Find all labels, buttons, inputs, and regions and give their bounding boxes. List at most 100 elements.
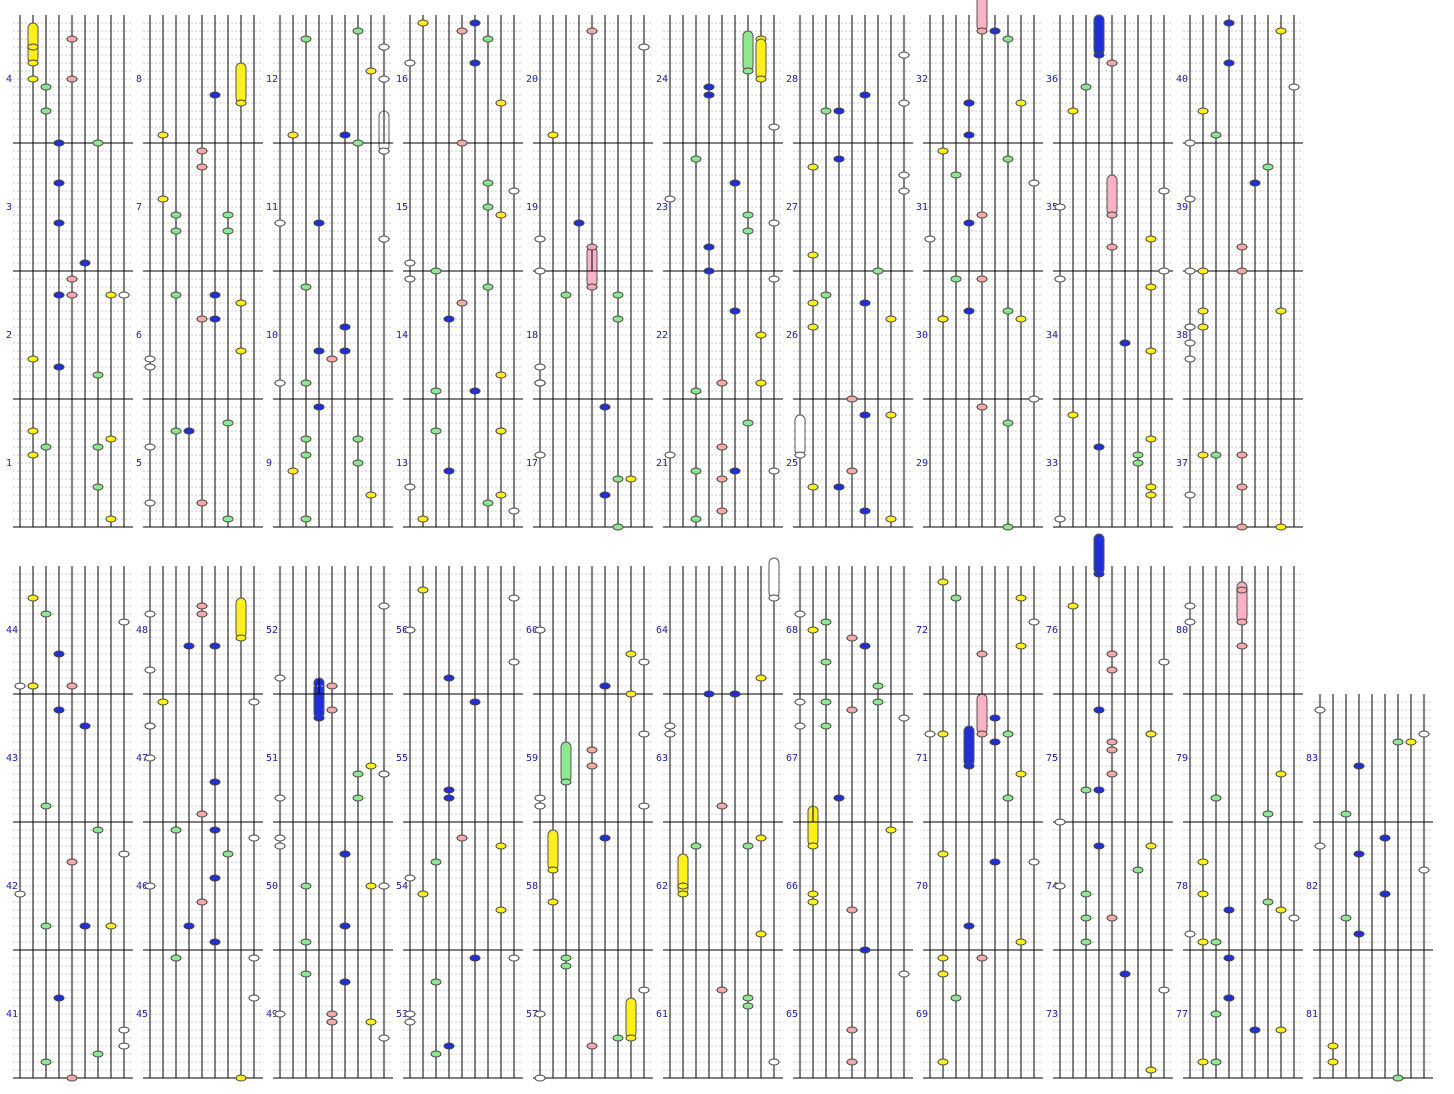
note — [274, 674, 286, 682]
note — [53, 179, 65, 187]
note — [716, 475, 728, 483]
note — [144, 610, 156, 618]
note — [144, 722, 156, 730]
note — [1106, 738, 1118, 746]
note — [352, 770, 364, 778]
note — [443, 786, 455, 794]
note — [209, 91, 221, 99]
note — [339, 323, 351, 331]
note — [1288, 83, 1300, 91]
note — [716, 443, 728, 451]
note — [976, 27, 988, 35]
note — [820, 722, 832, 730]
note — [404, 275, 416, 283]
measure-number: 72 — [916, 625, 928, 636]
note — [326, 355, 338, 363]
note — [703, 83, 715, 91]
note — [27, 355, 39, 363]
note — [1210, 794, 1222, 802]
note — [833, 107, 845, 115]
note — [534, 626, 546, 634]
note — [872, 698, 884, 706]
note — [1132, 451, 1144, 459]
note — [300, 379, 312, 387]
note — [755, 331, 767, 339]
note — [183, 427, 195, 435]
note — [1093, 706, 1105, 714]
measure-number: 7 — [136, 202, 142, 213]
note — [1145, 730, 1157, 738]
measure-number: 31 — [916, 202, 928, 213]
measure-number: 35 — [1046, 202, 1058, 213]
note — [66, 682, 78, 690]
note — [40, 107, 52, 115]
note — [378, 147, 390, 155]
note — [1197, 107, 1209, 115]
measure-number: 44 — [6, 625, 18, 636]
note — [1184, 602, 1196, 610]
note — [937, 730, 949, 738]
note — [443, 1042, 455, 1050]
measure-number: 80 — [1176, 625, 1188, 636]
note — [209, 315, 221, 323]
note — [1015, 594, 1027, 602]
measure-number: 25 — [786, 458, 798, 469]
measure-number: 13 — [396, 458, 408, 469]
note — [40, 443, 52, 451]
measure-number: 64 — [656, 625, 668, 636]
note — [209, 778, 221, 786]
note — [690, 387, 702, 395]
measure-number: 28 — [786, 74, 798, 85]
note — [378, 602, 390, 610]
note — [1184, 339, 1196, 347]
note — [1340, 810, 1352, 818]
note — [1119, 970, 1131, 978]
measure-number: 4 — [6, 74, 12, 85]
note — [1275, 27, 1287, 35]
note — [40, 802, 52, 810]
note — [1028, 179, 1040, 187]
note — [248, 994, 260, 1002]
note — [625, 690, 637, 698]
note — [313, 403, 325, 411]
note — [1028, 395, 1040, 403]
note — [586, 283, 598, 291]
note — [859, 946, 871, 954]
measure-number: 16 — [396, 74, 408, 85]
note — [53, 139, 65, 147]
note — [729, 307, 741, 315]
note — [1002, 730, 1014, 738]
note — [937, 315, 949, 323]
note — [755, 674, 767, 682]
note — [157, 131, 169, 139]
note — [1002, 419, 1014, 427]
note — [1119, 339, 1131, 347]
note — [859, 642, 871, 650]
note — [1197, 323, 1209, 331]
note — [170, 427, 182, 435]
note — [53, 291, 65, 299]
measure-number: 22 — [656, 330, 668, 341]
long-note — [1093, 14, 1105, 56]
note — [599, 403, 611, 411]
note — [612, 291, 624, 299]
note — [716, 986, 728, 994]
note — [1054, 203, 1066, 211]
measure-number: 12 — [266, 74, 278, 85]
note — [378, 882, 390, 890]
note — [1353, 930, 1365, 938]
note — [599, 682, 611, 690]
note — [612, 1034, 624, 1042]
note — [716, 507, 728, 515]
note — [209, 291, 221, 299]
note — [222, 211, 234, 219]
note — [560, 778, 572, 786]
measure-number: 42 — [6, 881, 18, 892]
note — [1028, 858, 1040, 866]
note — [326, 706, 338, 714]
long-note — [625, 997, 637, 1039]
note — [1223, 906, 1235, 914]
note — [313, 219, 325, 227]
note — [1054, 515, 1066, 523]
note — [1080, 786, 1092, 794]
